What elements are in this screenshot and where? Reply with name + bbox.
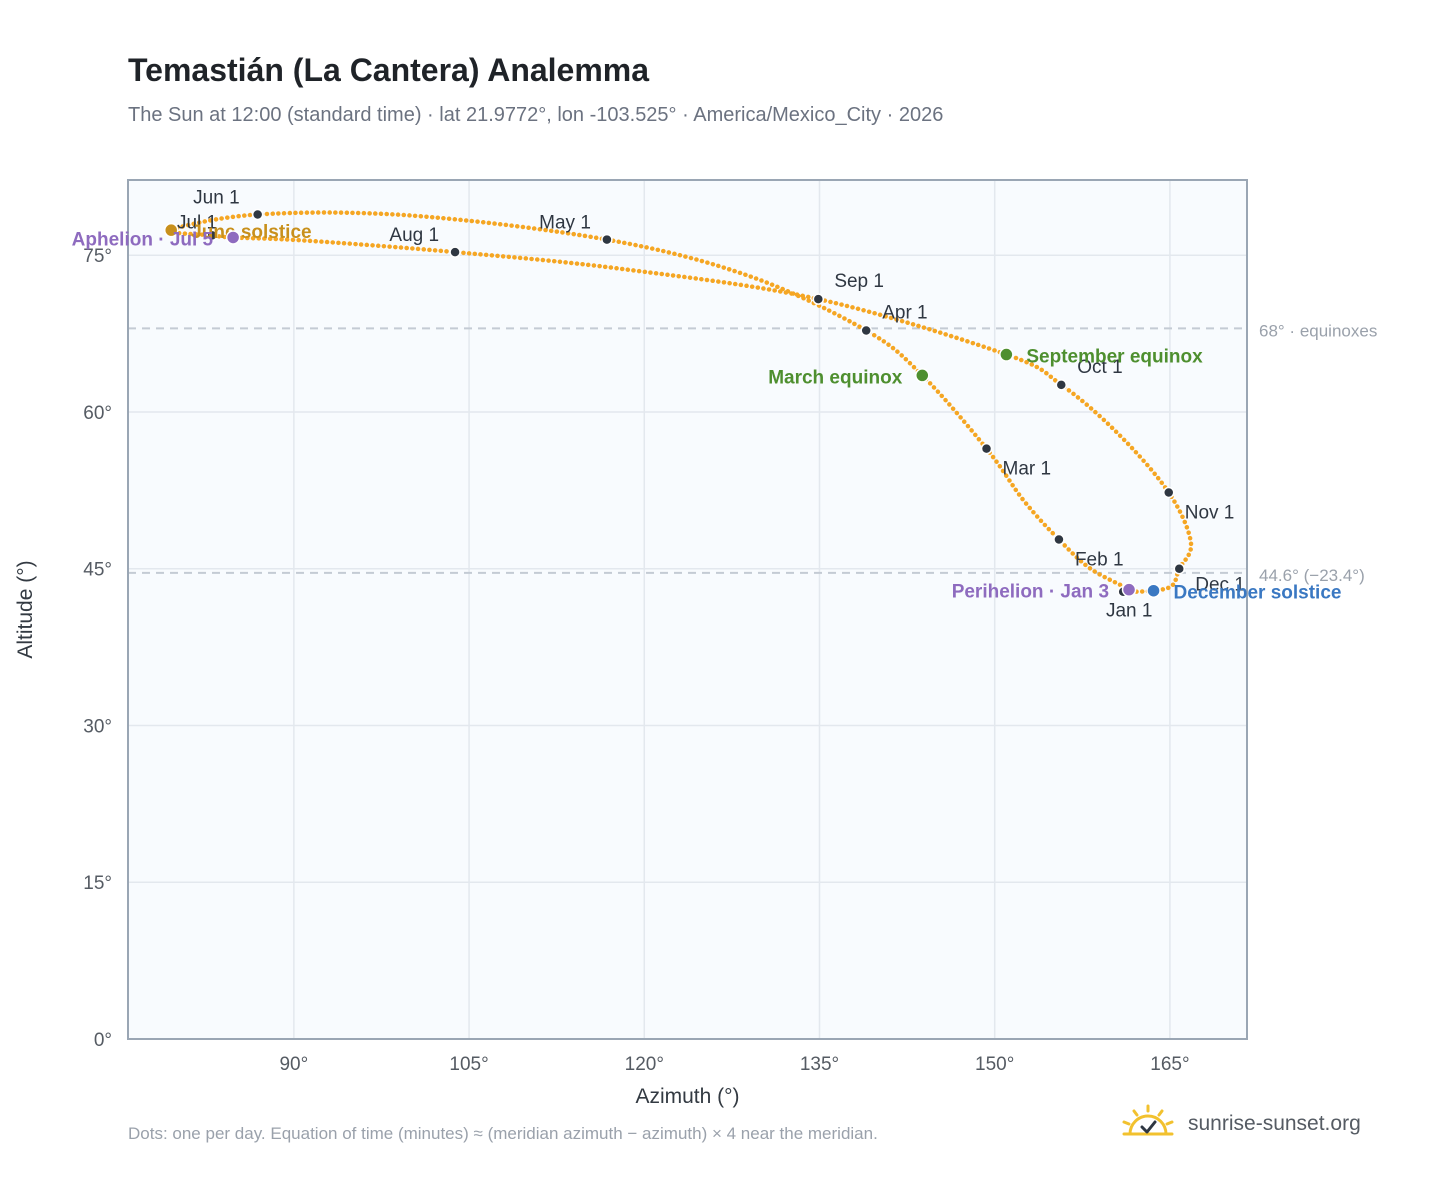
event-marker — [163, 222, 179, 238]
brand[interactable]: sunrise-sunset.org — [1120, 1102, 1361, 1146]
month-label: Dec 1 — [1195, 575, 1245, 596]
reference-line-label: 68° · equinoxes — [1259, 321, 1377, 340]
month-marker — [601, 233, 613, 246]
month-label: Sep 1 — [834, 271, 884, 292]
x-tick-label: 150° — [975, 1054, 1014, 1075]
x-tick-label: 120° — [625, 1054, 664, 1075]
y-tick-label: 30° — [83, 716, 112, 737]
analemma-daily-dots — [168, 210, 1194, 595]
sun-logo-icon — [1122, 1104, 1174, 1136]
x-tick-label: 135° — [800, 1054, 839, 1075]
x-tick-label: 165° — [1150, 1054, 1189, 1075]
event-label: Aphelion · Jul 5 — [72, 229, 214, 250]
month-marker — [980, 442, 993, 455]
y-tick-label: 45° — [83, 560, 112, 581]
plot-area — [128, 180, 1247, 1039]
reference-line-label: 44.6° (−23.4°) — [1259, 566, 1365, 585]
month-label: Aug 1 — [389, 225, 439, 246]
event-label: March equinox — [768, 367, 903, 388]
month-label: Oct 1 — [1077, 357, 1122, 378]
x-axis-label: Azimuth (°) — [635, 1085, 739, 1108]
month-label: Mar 1 — [1003, 459, 1052, 480]
month-label: Jul 1 — [177, 212, 217, 233]
y-tick-label: 75° — [83, 246, 112, 267]
month-label: Feb 1 — [1075, 549, 1124, 570]
month-marker — [251, 208, 264, 221]
x-tick-label: 90° — [279, 1054, 308, 1075]
month-label: May 1 — [539, 213, 591, 234]
event-marker — [1121, 582, 1137, 597]
month-label: Nov 1 — [1185, 502, 1235, 523]
event-marker — [225, 230, 241, 245]
chart-title: Temastián (La Cantera) Analemma — [128, 52, 650, 88]
month-marker — [206, 229, 218, 242]
chart-subtitle: The Sun at 12:00 (standard time) · lat 2… — [128, 104, 944, 126]
event-label: June solstice — [191, 222, 311, 243]
event-label: September equinox — [1026, 347, 1203, 368]
plot-frame — [127, 179, 1248, 1040]
event-label: Perihelion · Jan 3 — [952, 582, 1109, 603]
x-tick-label: 105° — [449, 1054, 488, 1075]
month-label: Apr 1 — [882, 302, 927, 323]
month-marker — [1173, 562, 1186, 575]
footnote: Dots: one per day. Equation of time (min… — [128, 1124, 878, 1143]
month-marker — [812, 293, 825, 305]
event-label: December solstice — [1174, 583, 1342, 604]
month-marker — [1055, 379, 1068, 391]
y-axis-label: Altitude (°) — [14, 560, 37, 658]
month-marker — [1053, 533, 1065, 546]
y-tick-label: 15° — [83, 873, 112, 894]
event-marker — [1146, 583, 1161, 598]
y-tick-label: 0° — [94, 1030, 112, 1051]
y-tick-label: 60° — [83, 403, 112, 424]
month-label: Jan 1 — [1106, 601, 1152, 622]
month-marker — [860, 324, 872, 337]
month-label: Jun 1 — [193, 187, 239, 208]
event-marker — [999, 347, 1014, 362]
event-marker — [915, 368, 930, 383]
brand-name: sunrise-sunset.org — [1188, 1112, 1361, 1135]
month-marker — [449, 246, 461, 258]
month-marker — [1162, 486, 1175, 499]
